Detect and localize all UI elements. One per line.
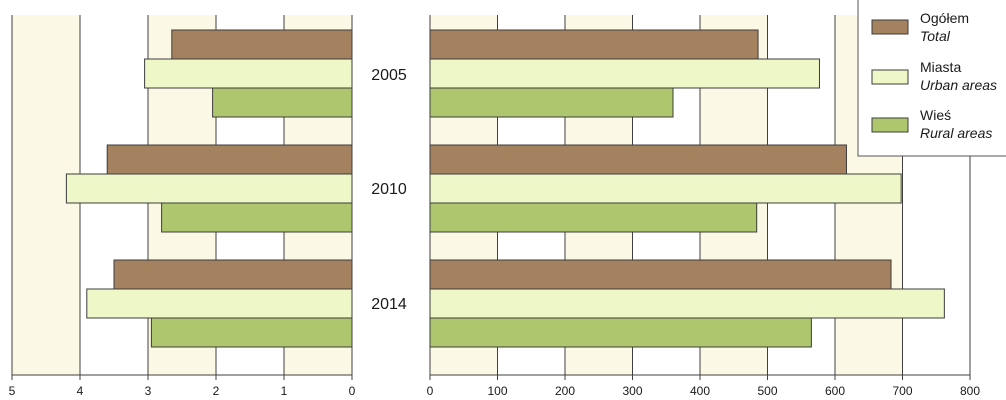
right-bar-urban-2010 — [429, 173, 902, 204]
right-tick-label: 0 — [427, 384, 434, 398]
year-label-2010: 2010 — [371, 181, 407, 198]
right-bar-total-2010 — [429, 144, 847, 175]
legend-label-total: Ogółem — [920, 10, 969, 26]
right-tick-label: 500 — [757, 384, 777, 398]
legend-label-total-en: Total — [920, 28, 951, 44]
right-tick-label: 600 — [825, 384, 845, 398]
right-bar-urban-2005 — [429, 58, 820, 89]
right-tick-label: 300 — [622, 384, 642, 398]
left-bar-urban-2014 — [86, 288, 353, 319]
left-tick-label: 5 — [9, 384, 16, 398]
legend-label-urban-en: Urban areas — [920, 77, 997, 93]
year-label-2014: 2014 — [371, 296, 407, 313]
legend-swatch-urban — [871, 69, 909, 85]
legend-label-urban: Miasta — [920, 59, 961, 75]
left-tick-label: 1 — [281, 384, 288, 398]
left-tick-label: 4 — [77, 384, 84, 398]
right-tick-label: 400 — [690, 384, 710, 398]
left-bar-total-2005 — [171, 29, 353, 60]
left-chart-panel: 5 4 3 2 1 0 — [9, 15, 356, 398]
right-chart-panel: 0 100 200 300 400 500 600 700 800 — [427, 15, 980, 398]
legend-swatch-rural — [871, 117, 909, 133]
legend: Ogółem Total Miasta Urban areas Wieś Rur… — [857, 0, 1006, 157]
right-bar-urban-2014 — [429, 288, 945, 319]
year-label-2005: 2005 — [371, 67, 407, 84]
right-bar-total-2014 — [429, 259, 892, 290]
right-bar-rural-2010 — [429, 202, 758, 233]
legend-label-rural-en: Rural areas — [920, 125, 992, 141]
right-tick-label: 800 — [960, 384, 980, 398]
left-bar-urban-2005 — [144, 58, 353, 89]
right-tick-label: 200 — [555, 384, 575, 398]
left-tick-label: 3 — [145, 384, 152, 398]
right-bar-total-2005 — [429, 29, 759, 60]
left-bar-total-2010 — [106, 144, 353, 175]
right-tick-label: 700 — [892, 384, 912, 398]
year-labels: 2005 2010 2014 — [371, 67, 407, 313]
left-bar-urban-2010 — [65, 173, 353, 204]
left-bar-rural-2014 — [150, 317, 353, 348]
right-tick-label: 100 — [487, 384, 507, 398]
left-bar-rural-2010 — [161, 202, 353, 233]
left-tick-label: 2 — [213, 384, 220, 398]
right-bar-rural-2005 — [429, 87, 674, 118]
left-tick-label: 0 — [349, 384, 356, 398]
legend-swatch-total — [871, 19, 909, 35]
left-bar-total-2014 — [113, 259, 353, 290]
right-bar-rural-2014 — [429, 317, 812, 348]
left-bar-rural-2005 — [212, 87, 353, 118]
legend-label-rural: Wieś — [920, 107, 951, 123]
